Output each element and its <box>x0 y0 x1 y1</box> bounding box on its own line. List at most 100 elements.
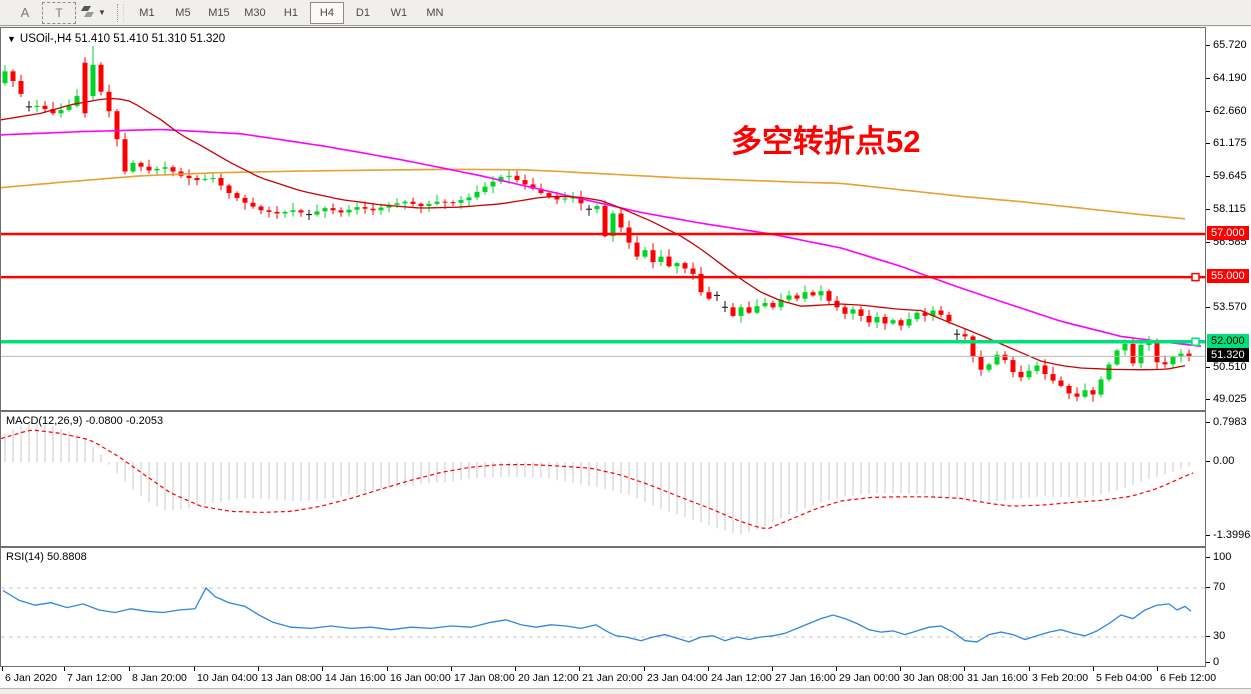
rsi-tick-label: 70 <box>1213 581 1226 593</box>
price-tick <box>1206 143 1210 144</box>
macd-panel[interactable]: MACD(12,26,9) -0.0800 -0.2053 <box>0 411 1206 547</box>
price-tick <box>1206 399 1210 400</box>
macd-signal-line <box>1 429 1194 530</box>
timeframe-button-h4[interactable]: H4 <box>309 1 344 24</box>
price-tick-label: 62.660 <box>1213 105 1247 117</box>
chart-annotation-text[interactable]: 多空转折点52 <box>731 124 921 159</box>
hline-handle-52.000[interactable] <box>1191 337 1200 346</box>
rsi-tick <box>1206 636 1210 637</box>
macd-tick-label: 0.00 <box>1213 455 1235 467</box>
timeframe-button-m15[interactable]: M15 <box>208 6 230 19</box>
ma-slow-line <box>1 168 1186 220</box>
price-axis: 65.720 64.190 62.660 61.175 59.645 58.115 56.5… <box>1206 27 1251 668</box>
time-tick-label: 13 Jan 08:00 <box>261 672 322 684</box>
time-tick <box>1029 667 1030 671</box>
price-tick <box>1206 242 1210 243</box>
time-tick <box>964 667 965 671</box>
rsi-line <box>2 586 1192 643</box>
macd-label: MACD(12,26,9) -0.0800 -0.2053 <box>6 415 164 427</box>
window-bottom-strip <box>0 688 1251 694</box>
time-tick <box>451 667 452 671</box>
chevron-down-icon: ▼ <box>98 8 106 17</box>
price-tick <box>1206 78 1210 79</box>
time-axis: 6 Jan 2020 7 Jan 12:00 8 Jan 20:00 10 Jan 0… <box>0 667 1251 688</box>
timeframe-button-m1[interactable]: M1 <box>139 6 155 19</box>
time-tick-label: 8 Jan 20:00 <box>132 672 187 684</box>
time-tick <box>515 667 516 671</box>
time-tick-label: 6 Jan 2020 <box>5 672 57 684</box>
rsi-canvas[interactable] <box>1 548 1205 666</box>
text-label-tool-button[interactable]: T <box>42 1 76 24</box>
symbol-dropdown-icon[interactable]: ▼ <box>7 34 16 44</box>
macd-tick-label: -1.3996 <box>1213 529 1251 541</box>
time-tick-label: 29 Jan 00:00 <box>839 672 900 684</box>
price-tick-label: 64.190 <box>1213 72 1247 84</box>
time-tick-label: 10 Jan 04:00 <box>197 672 258 684</box>
hline-price-badge[interactable]: 57.000 <box>1207 226 1249 240</box>
price-chart-canvas[interactable] <box>1 28 1205 410</box>
rsi-tick-label: 0 <box>1213 656 1220 668</box>
price-tick-label: 53.570 <box>1213 301 1247 313</box>
time-tick-label: 31 Jan 16:00 <box>967 672 1028 684</box>
time-tick-label: 3 Feb 20:00 <box>1032 672 1089 684</box>
toolbar: A T ▼ M1 M5 M15 M30 H1 H4 D1 W1 MN <box>0 0 1251 26</box>
time-tick <box>387 667 388 671</box>
hline-handle-55.000[interactable] <box>1191 272 1200 282</box>
text-annotation-tool-button[interactable]: A <box>20 5 30 20</box>
chart-header: ▼ USOil-,H4 51.410 51.410 51.310 51.320 <box>7 33 225 45</box>
price-tick-label: 49.025 <box>1213 393 1247 405</box>
chart-header-text: USOil-,H4 51.410 51.410 51.310 51.320 <box>19 33 226 45</box>
rsi-panel[interactable]: RSI(14) 50.8808 <box>0 547 1206 667</box>
rsi-tick <box>1206 587 1210 588</box>
price-tick <box>1206 45 1210 46</box>
macd-tick <box>1206 422 1210 423</box>
time-tick <box>129 667 130 671</box>
timeframe-button-w1[interactable]: W1 <box>390 6 408 19</box>
price-tick-label: 58.115 <box>1213 203 1246 215</box>
time-tick-label: 27 Jan 16:00 <box>775 672 836 684</box>
time-tick <box>644 667 645 671</box>
candles <box>2 46 1192 402</box>
price-tick-label: 61.175 <box>1213 137 1247 149</box>
timeframe-button-mn[interactable]: MN <box>426 6 444 19</box>
time-tick-label: 14 Jan 16:00 <box>325 672 386 684</box>
hline-price-badge[interactable]: 52.000 <box>1207 333 1249 348</box>
time-tick <box>708 667 709 671</box>
time-tick <box>579 667 580 671</box>
time-tick <box>836 667 837 671</box>
toolbar-separator <box>116 3 124 22</box>
time-tick-label: 6 Feb 12:00 <box>1160 672 1217 684</box>
price-tick <box>1206 111 1210 112</box>
rsi-tick-label: 30 <box>1213 630 1226 642</box>
macd-tick-label: 0.7983 <box>1213 416 1247 428</box>
timeframe-button-d1[interactable]: D1 <box>355 6 370 19</box>
hline-price-badge[interactable]: 55.000 <box>1207 269 1249 284</box>
time-tick-label: 17 Jan 08:00 <box>454 672 515 684</box>
ma-mid-line <box>1 128 1202 347</box>
timeframe-button-m5[interactable]: M5 <box>175 6 191 19</box>
time-tick <box>1157 667 1158 671</box>
price-tick <box>1206 367 1210 368</box>
time-tick <box>322 667 323 671</box>
shapes-tool-button[interactable]: ▼ <box>76 2 111 24</box>
price-chart-panel[interactable]: ▼ USOil-,H4 51.410 51.410 51.310 51.320 多… <box>0 27 1206 411</box>
macd-canvas[interactable] <box>1 412 1205 546</box>
time-tick-label: 7 Jan 12:00 <box>67 672 122 684</box>
time-tick-label: 23 Jan 04:00 <box>647 672 708 684</box>
time-tick <box>194 667 195 671</box>
timeframe-button-m30[interactable]: M30 <box>244 6 266 19</box>
price-tick <box>1206 209 1210 210</box>
price-tick-label: 50.510 <box>1213 361 1247 373</box>
time-tick <box>900 667 901 671</box>
time-tick-label: 21 Jan 20:00 <box>582 672 643 684</box>
macd-tick <box>1206 535 1210 536</box>
time-tick-label: 16 Jan 00:00 <box>390 672 451 684</box>
time-tick <box>772 667 773 671</box>
rsi-tick-label: 100 <box>1213 551 1232 563</box>
shapes-icon <box>81 5 96 21</box>
time-tick-label: 5 Feb 04:00 <box>1096 672 1153 684</box>
time-tick <box>64 667 65 671</box>
time-tick-label: 20 Jan 12:00 <box>518 672 579 684</box>
timeframe-button-h1[interactable]: H1 <box>283 6 298 19</box>
macd-tick <box>1206 461 1210 462</box>
